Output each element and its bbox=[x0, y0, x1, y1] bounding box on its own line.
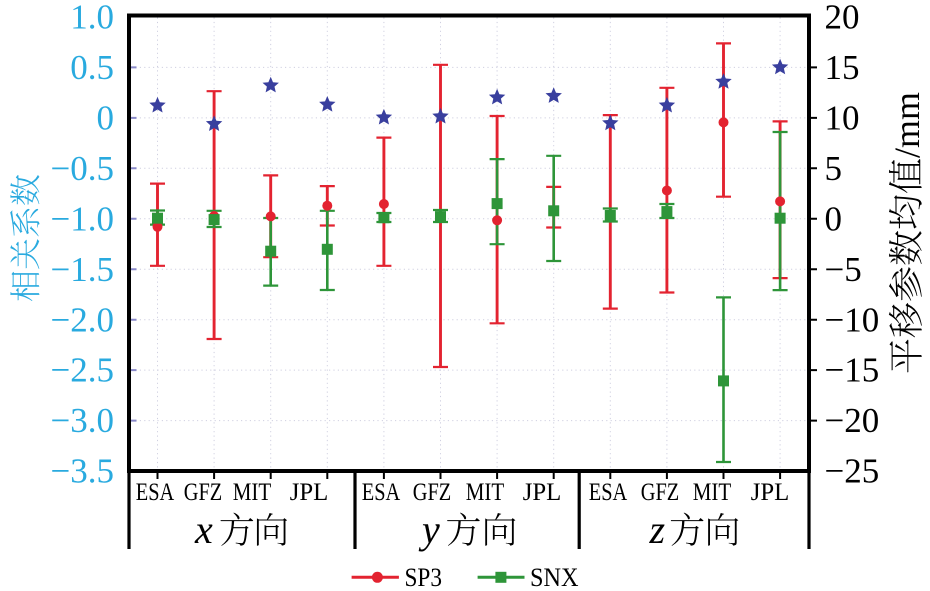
svg-text:GFZ: GFZ bbox=[184, 479, 223, 506]
svg-text:MIT: MIT bbox=[466, 479, 505, 506]
svg-text:z: z bbox=[649, 507, 666, 552]
svg-text:10: 10 bbox=[825, 99, 860, 138]
svg-text:−2.5: −2.5 bbox=[51, 351, 115, 390]
svg-text:20: 20 bbox=[825, 0, 860, 37]
svg-text:MIT: MIT bbox=[233, 479, 272, 506]
svg-text:JPL: JPL bbox=[290, 479, 329, 506]
svg-text:0: 0 bbox=[97, 99, 115, 138]
svg-text:JPL: JPL bbox=[523, 479, 562, 506]
svg-text:JPL: JPL bbox=[751, 479, 790, 506]
svg-text:−20: −20 bbox=[825, 401, 880, 440]
svg-text:15: 15 bbox=[825, 48, 860, 87]
svg-text:GFZ: GFZ bbox=[641, 479, 680, 506]
svg-text:/mm: /mm bbox=[887, 92, 927, 158]
svg-text:ESA: ESA bbox=[136, 479, 175, 506]
svg-text:−1.5: −1.5 bbox=[51, 250, 115, 289]
svg-text:GFZ: GFZ bbox=[413, 479, 452, 506]
svg-text:−0.5: −0.5 bbox=[51, 149, 115, 188]
svg-text:−1.0: −1.0 bbox=[51, 199, 115, 238]
svg-text:SP3: SP3 bbox=[405, 563, 443, 591]
svg-text:−10: −10 bbox=[825, 300, 880, 339]
svg-text:SNX: SNX bbox=[530, 563, 579, 591]
svg-text:−25: −25 bbox=[825, 452, 880, 491]
svg-text:−3.5: −3.5 bbox=[51, 452, 115, 491]
svg-text:−2.0: −2.0 bbox=[51, 300, 115, 339]
svg-text:1.0: 1.0 bbox=[70, 0, 114, 37]
svg-text:−5: −5 bbox=[825, 250, 862, 289]
svg-text:x: x bbox=[194, 507, 213, 552]
svg-text:0: 0 bbox=[825, 199, 843, 238]
svg-text:MIT: MIT bbox=[693, 479, 732, 506]
svg-text:ESA: ESA bbox=[589, 479, 628, 506]
svg-text:ESA: ESA bbox=[362, 479, 401, 506]
svg-text:−15: −15 bbox=[825, 351, 880, 390]
svg-text:0.5: 0.5 bbox=[70, 48, 114, 87]
svg-text:5: 5 bbox=[825, 149, 843, 188]
svg-text:y: y bbox=[418, 507, 440, 552]
svg-text:−3.0: −3.0 bbox=[51, 401, 115, 440]
